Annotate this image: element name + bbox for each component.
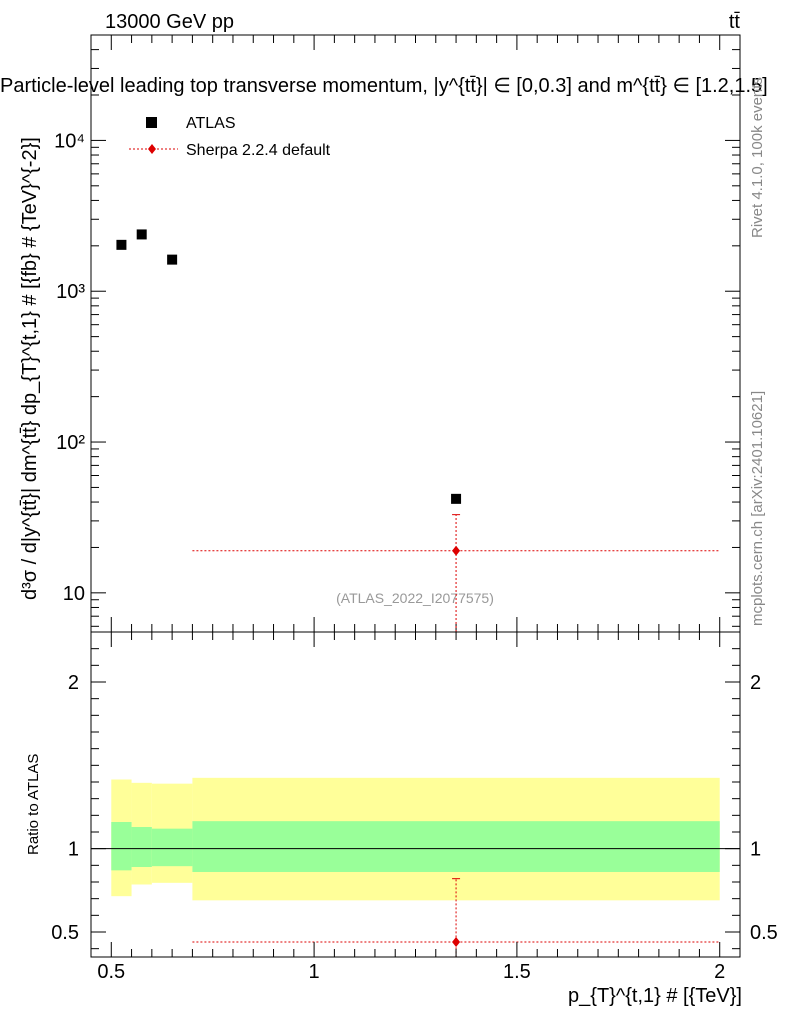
ratio-y-tick-label-right: 0.5 [750,922,778,944]
ratio-stat-uncertainty-bin [192,821,720,872]
main-data-marks [116,229,720,632]
sherpa-point [452,545,461,556]
ratio-y-tick-label-left: 1 [68,839,79,861]
ratio-y-tick-label-left: 0.5 [51,922,79,944]
atlas-point [167,254,178,265]
x-tick-label: 1 [309,961,320,983]
main-y-tick-label: 10² [56,432,85,454]
ratio-plot-frame [90,631,741,958]
rivet-version-label: Rivet 4.1.0, 100k events [749,77,766,238]
x-tick-label: 0.5 [97,961,125,983]
atlas-point [451,493,462,504]
ratio-sherpa-point [452,937,461,947]
plot-title: Particle-level leading top transverse mo… [0,75,768,97]
ratio-data-marks [192,878,720,957]
ratio-stat-uncertainty-bin [111,822,132,871]
x-tick-label: 1.5 [503,961,531,983]
x-tick-label: 2 [714,961,725,983]
mcplots-reference-label: mcplots.cern.ch [arXiv:2401.10621] [749,391,766,626]
main-y-tick-label: 10³ [56,281,85,303]
ratio-y-tick-label-right: 1 [750,839,761,861]
main-y-tick-label: 10⁴ [54,130,85,152]
atlas-point [136,229,147,240]
legend-sherpa-marker [148,144,156,154]
x-axis-label: p_{T}^{t,1} # [{TeV}] [568,985,742,1007]
legend-atlas-marker [146,117,157,128]
main-axis-ticks: 10 10² 10³ 10⁴ [54,34,740,632]
ratio-y-axis-label: Ratio to ATLAS [25,754,42,855]
legend-atlas-label: ATLAS [186,115,236,132]
ratio-y-tick-label-left: 2 [68,672,79,694]
analysis-watermark: (ATLAS_2022_I2077575) [336,590,494,606]
legend-sherpa-label: Sherpa 2.2.4 default [186,142,331,159]
ratio-panel: 0.5 0.5 1 1 2 2 0.5 1 1.5 2 Ratio to ATLAS [25,631,778,983]
ratio-stat-uncertainty-bin [151,828,193,867]
main-panel: (ATLAS_2022_I2077575) 10 10² 10³ 10⁴ d³σ / … [19,34,741,633]
ratio-stat-uncertainty-bin [131,827,152,867]
atlas-point [116,239,127,250]
ratio-axis-ticks: 0.5 0.5 1 1 2 2 0.5 1 1.5 2 [51,632,778,983]
ratio-uncertainty-bands [111,777,720,901]
main-y-axis-label: d³σ / d|y^{tt̄}| dm^{tt̄} dp_{T}^{t,1} #… [19,137,41,600]
process-label: tt̄ [729,11,741,33]
ratio-y-tick-label-right: 2 [750,672,761,694]
main-y-tick-label: 10 [63,583,85,605]
legend: ATLAS Sherpa 2.2.4 default [129,115,331,159]
energy-label: 13000 GeV pp [105,11,234,33]
